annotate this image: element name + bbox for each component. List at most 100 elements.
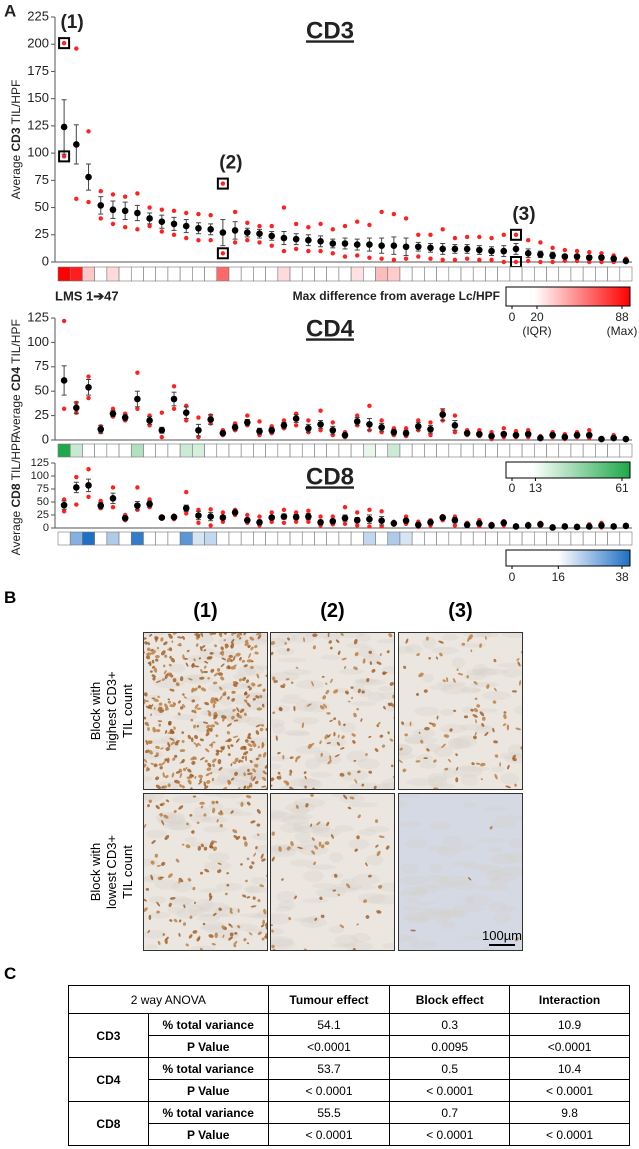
block-point [452,429,458,435]
stain-dot [229,932,234,937]
mean-point [476,430,483,438]
stain-dot [168,634,173,639]
y-tick-label: 75 [35,358,49,373]
stain-dot [446,677,449,683]
tissue-texture [378,686,393,692]
stain-dot [147,642,151,646]
stain-dot [452,678,456,683]
stain-dot [264,922,267,927]
stain-dot [262,751,267,758]
stain-dot [236,787,241,789]
tissue-texture [490,819,516,828]
stain-dot [216,668,221,672]
tissue-texture [285,802,315,813]
tissue-texture [293,797,326,808]
stain-dot [146,655,151,660]
heat-cell [619,266,633,282]
stain-dot [219,750,223,753]
mean-point [537,434,544,442]
mean-point [439,514,447,521]
colorbar-tick-label: 16 [552,570,566,584]
tissue-texture [428,845,454,852]
stain-dot [208,934,214,938]
stain-dot [282,683,286,687]
stain-dot [149,633,153,637]
stain-dot [222,717,225,722]
heat-cell [595,531,608,546]
stain-dot [224,892,228,896]
tissue-texture [513,705,522,715]
stain-dot [170,741,176,746]
tissue-texture [231,694,249,705]
mean-point [414,521,422,529]
mean-point [243,419,251,426]
stain-dot [234,932,238,935]
stain-dot [199,778,203,782]
anova-table: 2 way ANOVA Tumour effect Block effect Inte… [68,985,630,1146]
block-point [86,129,91,134]
heat-cell [460,266,474,282]
stain-dot [226,883,230,887]
heat-cell [106,531,120,546]
stain-dot [153,698,159,702]
stain-dot [192,886,196,891]
tissue-texture [154,879,180,890]
y-tick-label: 125 [27,309,49,324]
stain-dot [220,810,223,813]
stain-dot [259,727,264,732]
stain-dot [470,708,474,712]
stain-dot [164,654,168,658]
stain-dot [255,757,260,761]
stain-dot [401,721,405,725]
stain-dot [297,846,303,849]
stain-dot [200,633,204,638]
stain-dot [389,738,394,742]
heat-cell [106,266,120,282]
mean-point [280,422,288,429]
stain-dot [255,633,262,636]
stain-dot [333,689,339,694]
stain-dot [311,850,316,855]
stain-dot [172,757,176,761]
stain-dot [162,933,165,936]
mean-point [488,522,495,529]
stain-dot [177,636,183,639]
heat-cell [350,266,364,282]
stain-dot [200,687,207,692]
stain-dot [329,719,333,722]
stain-dot [329,646,333,650]
stain-dot [155,784,162,789]
tissue-texture [148,896,167,904]
block-point [293,246,299,252]
heat-cell [582,443,596,458]
stain-dot [467,637,470,642]
block-point [135,406,140,411]
stain-dot [146,740,153,745]
tissue-background [399,633,522,789]
stain-dot [257,634,262,640]
block-point [318,428,323,433]
stain-dot [179,676,184,682]
stain-dot [183,904,186,909]
value-cell: <0.0001 [509,1035,630,1058]
tissue-texture [379,692,394,700]
tissue-texture [169,663,186,673]
stain-dot [155,805,160,810]
stain-dot [157,706,161,712]
stain-dot [201,645,206,649]
mean-point [366,421,373,428]
stain-dot [472,714,478,718]
stain-dot [169,919,173,922]
mean-point [366,515,373,523]
tissue-texture [217,773,230,785]
heat-cell [167,443,181,458]
tissue-texture [295,700,318,712]
tissue-texture [451,657,465,669]
colorbar-tick-label: 38 [615,570,629,584]
stain-dot [493,659,497,663]
stain-dot [209,841,214,846]
heat-cell [216,266,230,282]
stain-dot [347,700,351,703]
stain-dot [410,929,416,932]
stain-dot [193,665,200,668]
